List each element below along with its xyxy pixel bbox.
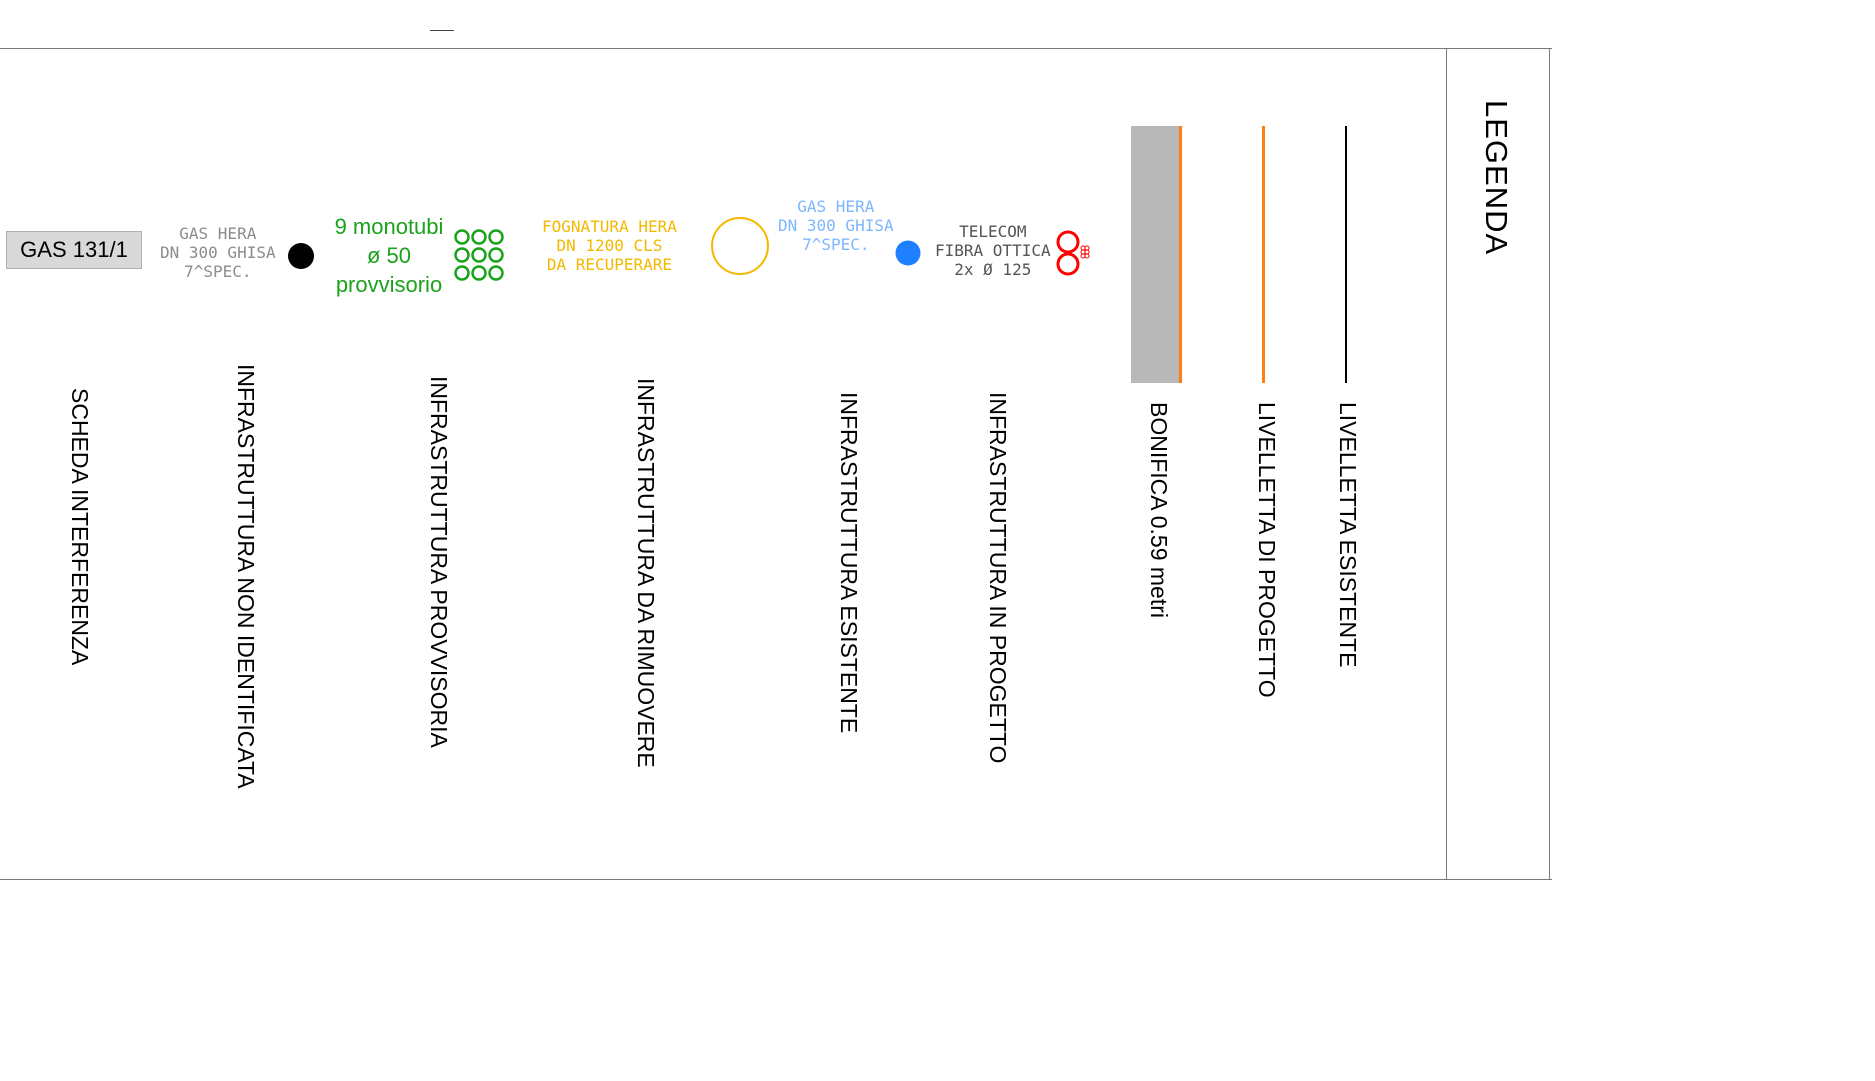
fiber-duct-pair-icon — [1056, 230, 1090, 276]
scheda-interferenza-label: SCHEDA INTERFERENZA — [67, 388, 93, 666]
gas-unknown-line-2: DN 300 GHISA — [160, 243, 276, 263]
gas-existing-line-1: GAS HERA — [797, 197, 875, 216]
scheda-interferenza-box: GAS 131/1 — [6, 231, 142, 269]
provvisoria-label: INFRASTRUTTURA PROVVISORIA — [426, 376, 452, 748]
existing-level-label: LIVELLETTA ESISTENTE — [1335, 402, 1361, 668]
legend-title-divider — [1446, 48, 1447, 880]
telecom-line-2: FIBRA OTTICA — [935, 241, 1051, 261]
fognatura-line-2: DN 1200 CLS — [556, 236, 663, 256]
monotube-bundle-icon — [454, 229, 504, 281]
project-level-line — [1262, 126, 1265, 383]
frame-right-line — [1549, 48, 1550, 880]
removal-pipe-circle-icon — [711, 217, 769, 275]
provvisoria-line-2: ø 50 — [366, 243, 412, 268]
provvisoria-line-3: provvisorio — [335, 272, 443, 297]
fognatura-line-1: FOGNATURA HERA — [542, 217, 677, 236]
telecom-line-3: 2x Ø 125 — [954, 260, 1032, 280]
telecom-line-1: TELECOM — [959, 222, 1027, 241]
provvisoria-line-1: 9 monotubi — [334, 214, 444, 239]
project-level-label: LIVELLETTA DI PROGETTO — [1254, 402, 1280, 698]
top-dash-mark — [430, 30, 454, 31]
in-progetto-label: INFRASTRUTTURA IN PROGETTO — [985, 392, 1011, 764]
rimuovere-label: INFRASTRUTTURA DA RIMUOVERE — [633, 378, 659, 768]
gas-existing-sample-text: GAS HERA DN 300 GHISA 7^SPEC. — [778, 197, 894, 255]
legend-title: LEGENDA — [1479, 100, 1514, 256]
gas-unknown-line-3: 7^SPEC. — [184, 262, 252, 282]
bonifica-edge-line — [1179, 126, 1182, 383]
esistente-label: INFRASTRUTTURA ESISTENTE — [836, 392, 862, 734]
bonifica-fill-swatch — [1131, 126, 1179, 383]
fognatura-sample-text: FOGNATURA HERA DN 1200 CLS DA RECUPERARE — [542, 217, 677, 275]
gas-existing-line-2: DN 300 GHISA — [778, 216, 894, 236]
existing-level-line — [1345, 126, 1347, 383]
frame-top-line — [0, 48, 1552, 49]
gas-unknown-line-1: GAS HERA — [179, 224, 257, 243]
existing-pipe-dot-icon — [895, 240, 921, 266]
unidentified-pipe-dot-icon — [288, 243, 314, 269]
bonifica-label: BONIFICA 0.59 metri — [1146, 402, 1172, 619]
telecom-sample-text: TELECOM FIBRA OTTICA 2x Ø 125 — [935, 222, 1051, 280]
fognatura-line-3: DA RECUPERARE — [546, 255, 673, 275]
gas-unknown-sample-text: GAS HERA DN 300 GHISA 7^SPEC. — [160, 224, 276, 282]
non-identificata-label: INFRASTRUTTURA NON IDENTIFICATA — [233, 364, 259, 789]
frame-bottom-line — [0, 879, 1552, 880]
gas-existing-line-3: 7^SPEC. — [802, 235, 870, 255]
provvisoria-sample-text: 9 monotubi ø 50 provvisorio — [320, 212, 458, 299]
